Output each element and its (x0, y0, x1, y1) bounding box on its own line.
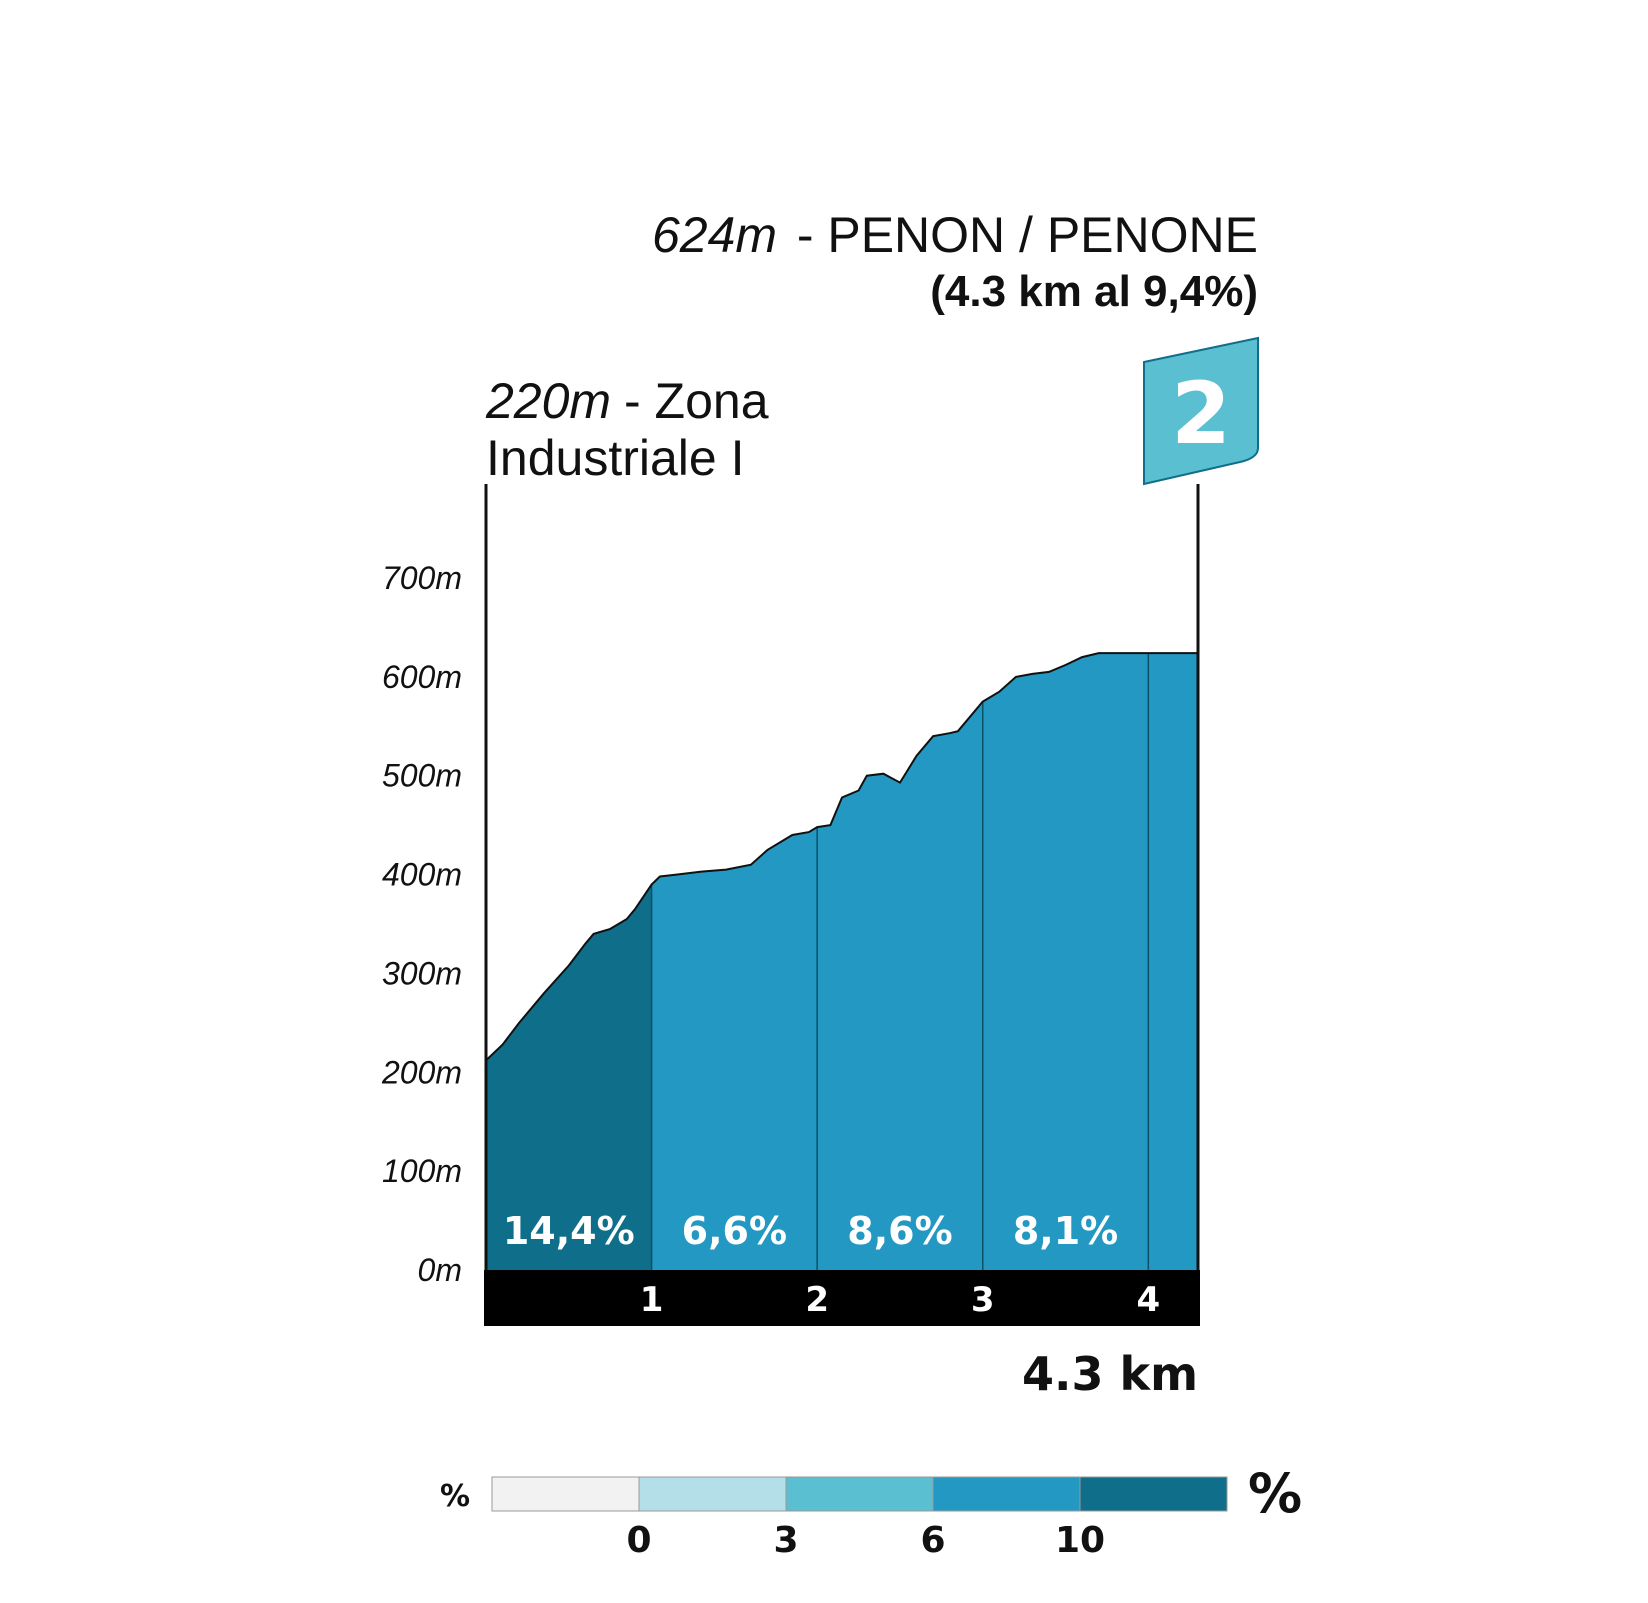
total-distance-label: 4.3 km (1022, 1347, 1198, 1401)
segment-gradient-label: 8,6% (847, 1209, 952, 1253)
y-tick-label: 300m (382, 955, 462, 991)
y-tick-label: 100m (382, 1153, 462, 1189)
start-elevation: 220m (485, 373, 611, 429)
segment-gradient-label: 6,6% (682, 1209, 787, 1253)
x-tick-label: 4 (1136, 1280, 1160, 1320)
start-name-line2: Industriale I (486, 430, 744, 486)
y-tick-label: 600m (382, 659, 462, 695)
legend-swatch (785, 1476, 934, 1512)
profile-segment (486, 884, 652, 1270)
legend-right-label: % (1248, 1462, 1302, 1525)
summit-summary: (4.3 km al 9,4%) (930, 267, 1258, 316)
x-tick-label: 2 (805, 1280, 829, 1320)
summit-elevation: 624m (652, 207, 777, 263)
gradient-labels: 14,4% 6,6% 8,6% 8,1% (503, 1209, 1118, 1253)
profile-segments (486, 653, 1198, 1270)
segment-gradient-label: 8,1% (1013, 1209, 1118, 1253)
profile-segment (982, 653, 1149, 1270)
legend-tick-label: 10 (1055, 1520, 1105, 1561)
category-flag (1143, 336, 1259, 486)
profile-segment (651, 827, 818, 1270)
legend-tick-label: 0 (626, 1520, 651, 1561)
legend-tick-label: 6 (920, 1520, 945, 1561)
y-axis-ticks: 0m 100m 200m 300m 400m 500m 600m 700m (381, 560, 462, 1288)
y-tick-label: 200m (381, 1054, 462, 1090)
legend-swatch (1079, 1476, 1228, 1512)
y-tick-label: 0m (418, 1252, 462, 1288)
x-axis-ticks: 1 2 3 4 (640, 1280, 1160, 1320)
start-name-line1: - Zona (624, 373, 769, 429)
profile-segment (817, 701, 983, 1270)
legend-swatch (638, 1476, 787, 1512)
legend-swatch (932, 1476, 1081, 1512)
profile-segment (1148, 653, 1198, 1270)
summit-name: - PENON / PENONE (797, 207, 1258, 263)
distance-axis-bar (484, 1270, 1200, 1326)
category-label: 2 (1171, 364, 1231, 464)
x-tick-label: 1 (640, 1280, 664, 1320)
profile-outline (485, 652, 1198, 1062)
y-tick-label: 500m (382, 758, 462, 794)
legend-swatch (491, 1476, 640, 1512)
y-tick-label: 400m (382, 857, 462, 893)
legend-left-label: % (440, 1479, 470, 1514)
x-tick-label: 3 (971, 1280, 995, 1320)
segment-gradient-label: 14,4% (503, 1209, 635, 1253)
y-tick-label: 700m (382, 560, 462, 596)
legend-tick-label: 3 (773, 1520, 798, 1561)
gradient-legend: 0 3 6 10%% (440, 1462, 1302, 1561)
segment-dividers (650, 653, 1150, 1270)
